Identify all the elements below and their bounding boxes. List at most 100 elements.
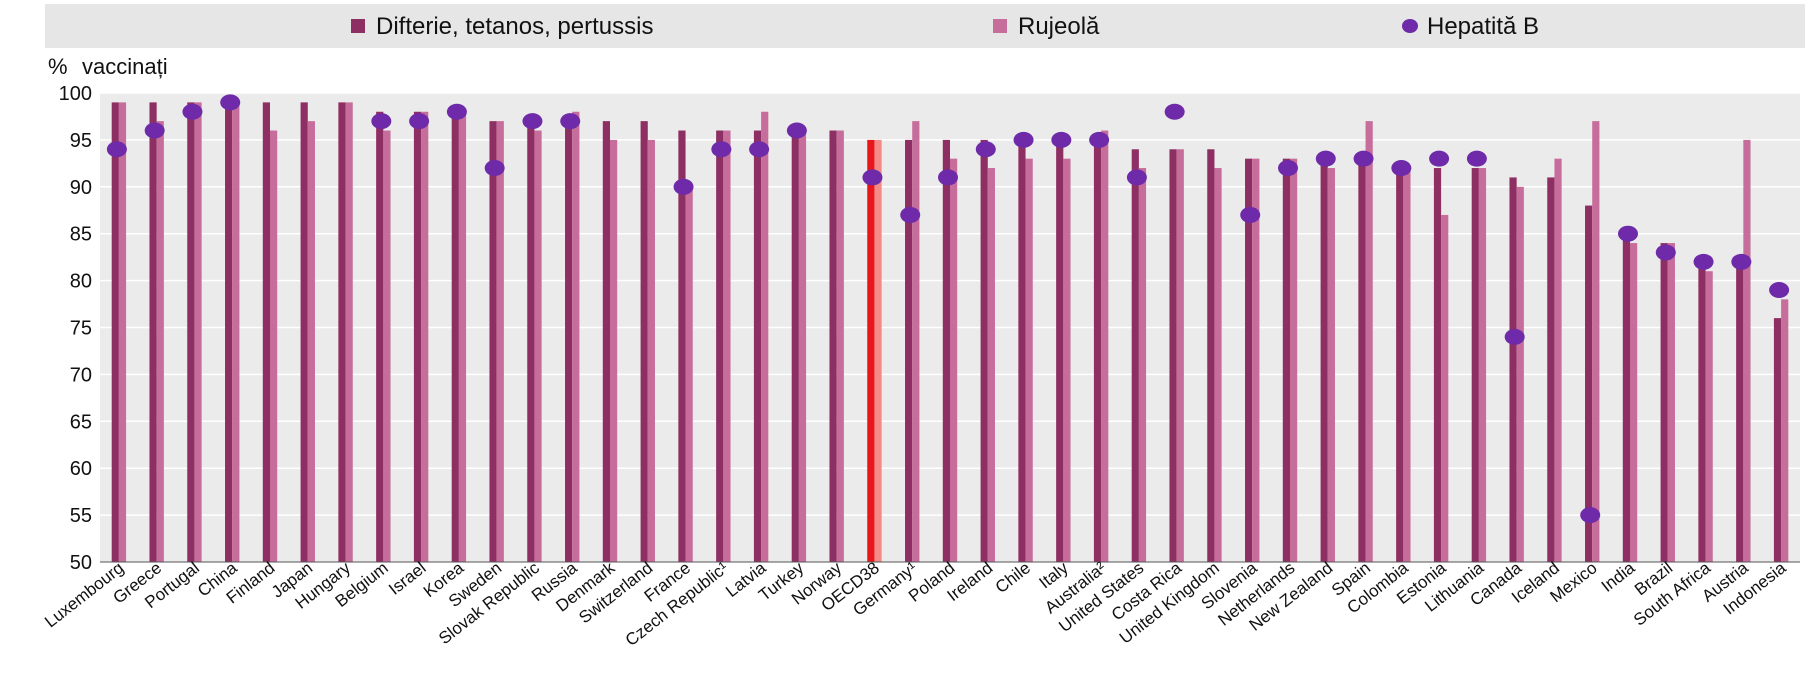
dot-series-3-42 bbox=[1693, 253, 1714, 270]
legend-item-series-1: Difterie, tetanos, pertussis bbox=[351, 13, 653, 40]
y-tick-label: 55 bbox=[70, 505, 92, 527]
bar-series-2-27 bbox=[1138, 168, 1147, 563]
bar-series-1-9 bbox=[451, 111, 459, 562]
y-tick-label: 95 bbox=[70, 130, 92, 152]
bar-series-1-26 bbox=[1093, 139, 1102, 562]
dot-series-3-23 bbox=[975, 141, 996, 158]
bar-series-1-30 bbox=[1245, 158, 1253, 562]
bar-series-1-41 bbox=[1660, 243, 1668, 562]
y-axis-label: vaccinați bbox=[82, 54, 168, 79]
bar-series-1-32 bbox=[1320, 158, 1328, 562]
legend-label-series-1: Difterie, tetanos, pertussis bbox=[376, 13, 653, 40]
y-tick-label: 100 bbox=[59, 83, 92, 105]
bar-series-1-23 bbox=[980, 139, 988, 562]
bar-series-2-4 bbox=[270, 130, 278, 562]
bar-series-2-33 bbox=[1365, 121, 1373, 562]
bar-series-2-22 bbox=[950, 158, 958, 562]
dot-series-3-12 bbox=[560, 113, 581, 130]
bar-series-2-10 bbox=[496, 121, 504, 562]
bar-series-2-6 bbox=[345, 102, 353, 562]
bar-series-1-27 bbox=[1131, 149, 1139, 562]
dot-series-3-30 bbox=[1240, 206, 1261, 223]
legend-swatch-series-1 bbox=[351, 19, 365, 33]
dot-series-3-22 bbox=[938, 169, 958, 186]
bar-series-2-11 bbox=[534, 130, 542, 562]
bar-series-2-21 bbox=[912, 121, 920, 562]
bar-series-1-34 bbox=[1396, 168, 1404, 563]
bar-series-1-36 bbox=[1471, 168, 1479, 563]
bar-series-1-2 bbox=[187, 102, 195, 562]
bar-series-1-31 bbox=[1282, 158, 1290, 562]
dot-series-3-39 bbox=[1580, 507, 1601, 524]
dot-series-3-31 bbox=[1278, 160, 1298, 177]
dot-series-3-2 bbox=[182, 103, 203, 120]
dot-series-3-10 bbox=[484, 160, 505, 177]
bar-series-1-14 bbox=[640, 121, 648, 562]
dot-series-3-7 bbox=[371, 113, 392, 130]
y-tick-label: 90 bbox=[70, 177, 92, 199]
y-tick-label: 85 bbox=[70, 224, 92, 246]
bar-series-2-18 bbox=[798, 130, 807, 562]
dot-series-3-24 bbox=[1013, 131, 1034, 148]
bar-series-2-42 bbox=[1705, 271, 1713, 562]
y-tick-label: 50 bbox=[70, 552, 92, 574]
bar-series-2-8 bbox=[421, 111, 429, 562]
bar-series-2-9 bbox=[458, 111, 467, 562]
bar-series-2-29 bbox=[1214, 168, 1222, 563]
bar-series-1-37 bbox=[1509, 177, 1517, 563]
bar-series-1-35 bbox=[1433, 168, 1442, 563]
dot-series-3-20 bbox=[862, 169, 883, 186]
dot-series-3-34 bbox=[1391, 160, 1412, 177]
dot-series-3-11 bbox=[522, 113, 543, 130]
bar-series-1-13 bbox=[602, 121, 610, 562]
dot-series-3-33 bbox=[1353, 150, 1374, 167]
legend: Difterie, tetanos, pertussis Rujeolă Hep… bbox=[351, 13, 1539, 40]
bar-series-2-44 bbox=[1781, 299, 1789, 562]
dot-series-3-36 bbox=[1466, 150, 1487, 167]
dot-series-3-17 bbox=[749, 141, 770, 158]
bar-series-1-33 bbox=[1358, 158, 1366, 562]
dots bbox=[106, 94, 1790, 524]
bar-series-1-17 bbox=[753, 130, 762, 562]
dot-series-3-37 bbox=[1504, 328, 1525, 345]
bar-series-2-1 bbox=[156, 121, 164, 562]
legend-swatch-series-2 bbox=[993, 19, 1007, 33]
bar-series-2-34 bbox=[1403, 168, 1411, 563]
bar-series-1-39 bbox=[1585, 205, 1593, 562]
x-category-label: Chile bbox=[992, 558, 1034, 597]
bar-series-1-20 bbox=[867, 139, 875, 562]
bar-series-2-5 bbox=[307, 121, 315, 562]
bar-series-1-22 bbox=[942, 139, 950, 562]
dot-series-3-1 bbox=[144, 122, 165, 139]
dot-series-3-8 bbox=[409, 113, 430, 130]
bar-series-1-24 bbox=[1018, 139, 1026, 562]
bar-series-1-11 bbox=[527, 121, 535, 562]
bar-series-1-8 bbox=[413, 111, 422, 562]
bar-series-1-19 bbox=[829, 130, 837, 562]
bar-series-2-12 bbox=[572, 111, 580, 562]
bar-series-1-40 bbox=[1622, 233, 1630, 562]
bar-series-2-15 bbox=[685, 186, 693, 563]
bar-series-2-23 bbox=[987, 168, 995, 563]
dot-series-3-25 bbox=[1051, 131, 1072, 148]
legend-background bbox=[45, 4, 1805, 48]
bar-series-1-25 bbox=[1056, 139, 1064, 562]
bar-series-2-7 bbox=[383, 130, 391, 562]
bar-series-1-5 bbox=[300, 102, 308, 562]
bar-series-2-36 bbox=[1478, 168, 1487, 563]
bars bbox=[111, 102, 1789, 563]
bar-series-2-3 bbox=[232, 102, 240, 562]
bar-series-1-1 bbox=[149, 102, 157, 562]
bar-series-2-43 bbox=[1743, 139, 1751, 562]
bar-series-2-31 bbox=[1290, 158, 1298, 562]
dot-series-3-26 bbox=[1089, 131, 1110, 148]
bar-series-1-16 bbox=[716, 130, 724, 562]
legend-item-series-3: Hepatită B bbox=[1402, 13, 1539, 40]
bar-series-2-39 bbox=[1592, 121, 1600, 562]
dot-series-3-28 bbox=[1164, 103, 1185, 120]
bar-series-2-19 bbox=[836, 130, 844, 562]
y-tick-label: 75 bbox=[70, 318, 92, 340]
dot-series-3-43 bbox=[1731, 253, 1752, 270]
y-axis-ticks: 50 55 60 65 70 75 80 85 90 95 100 bbox=[59, 83, 92, 574]
bar-series-1-7 bbox=[376, 111, 384, 562]
